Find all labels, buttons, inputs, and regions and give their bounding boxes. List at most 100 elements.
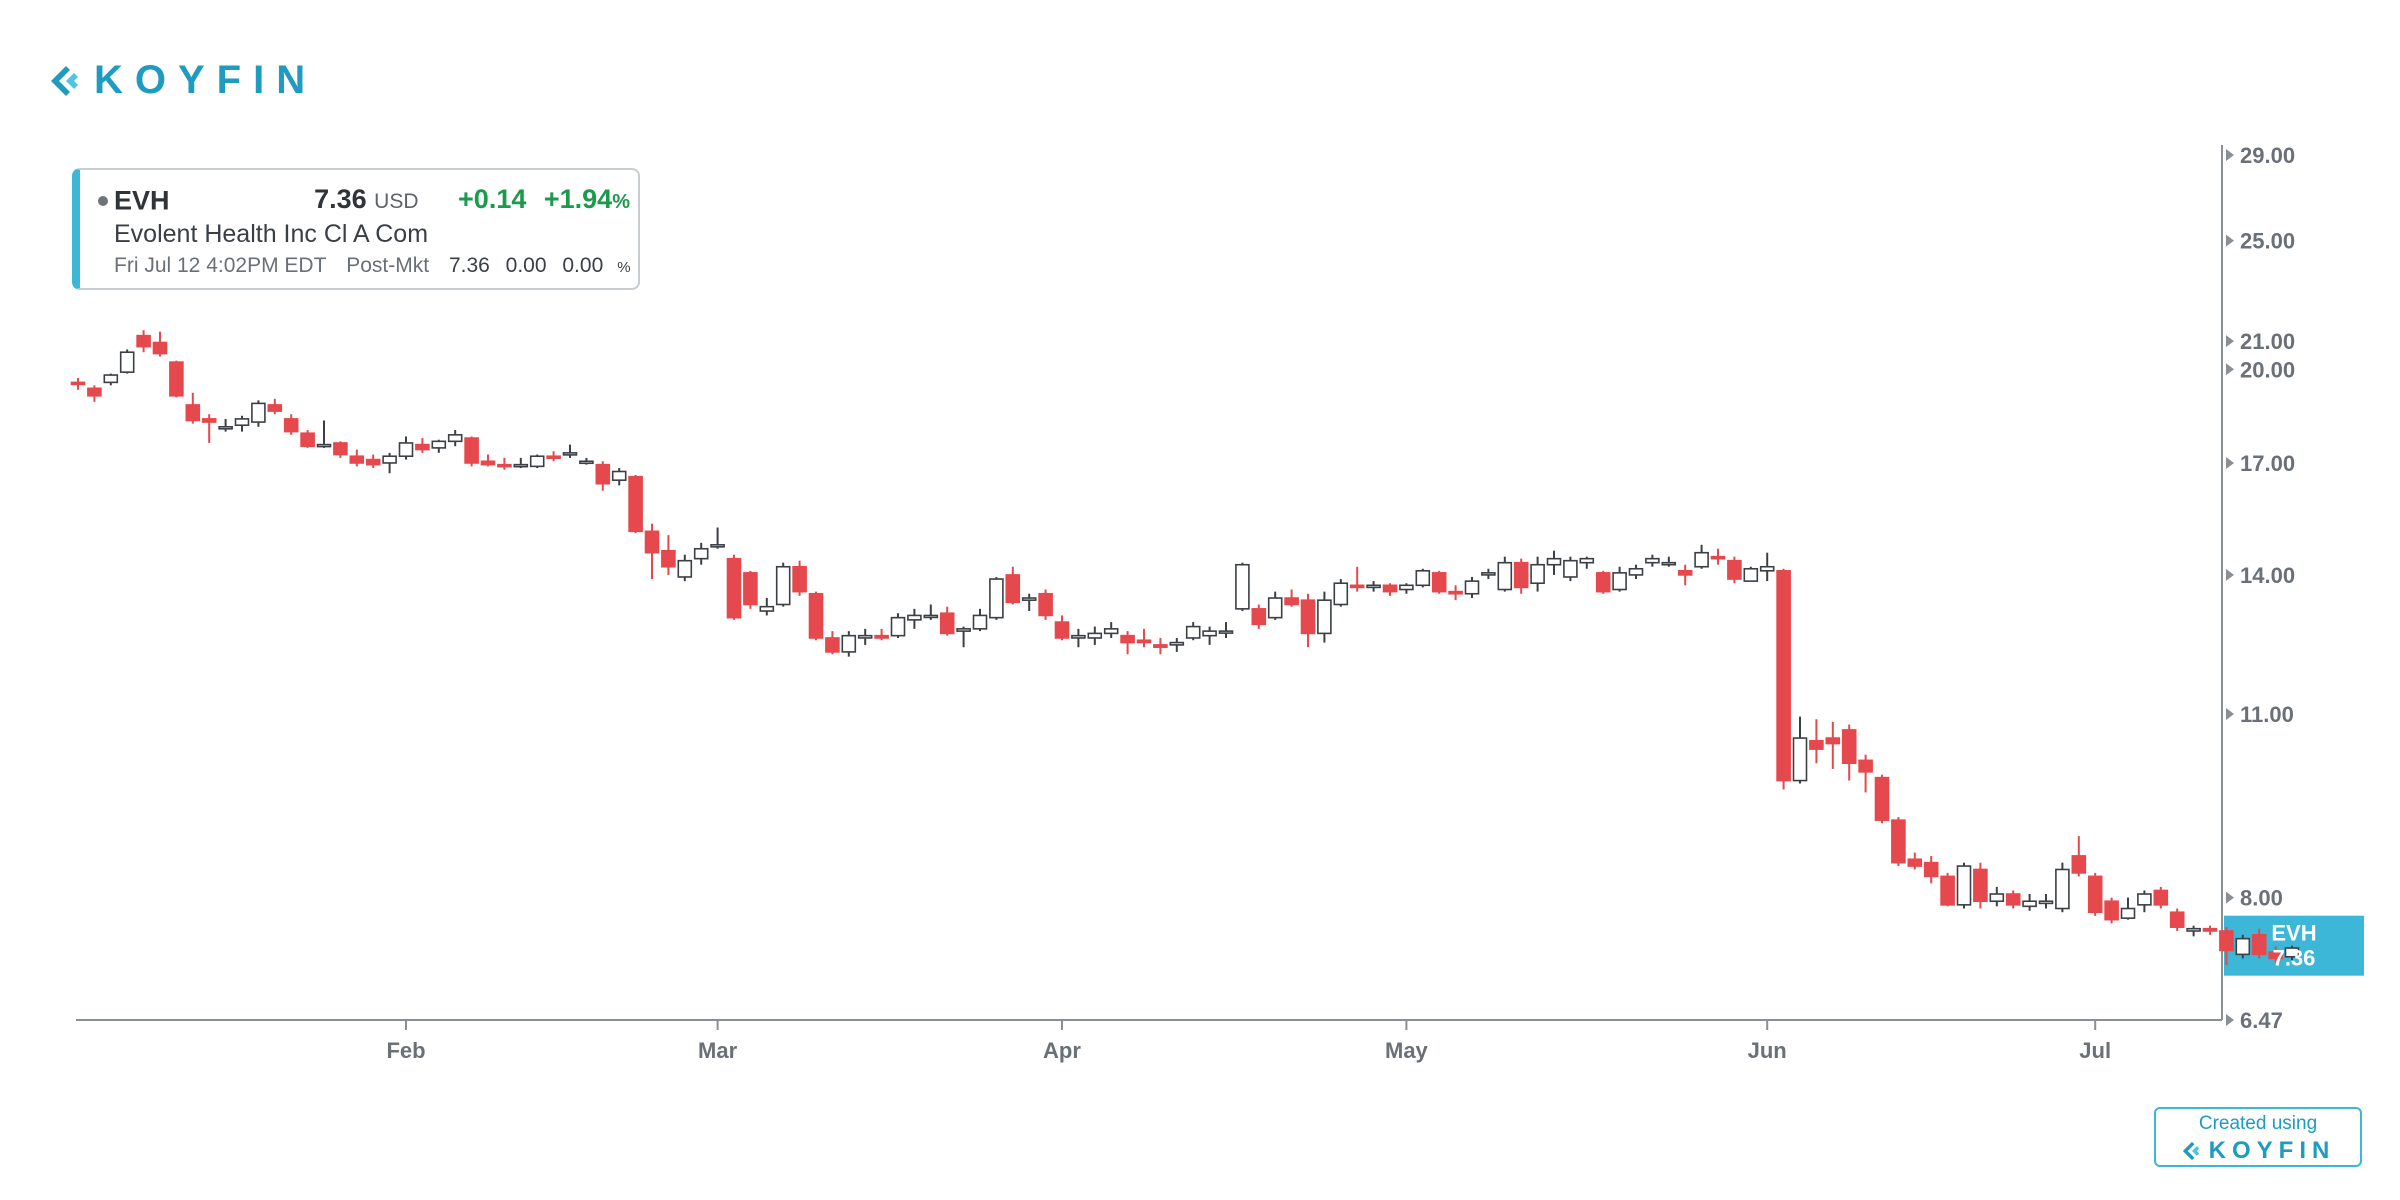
candle-body [890, 616, 906, 637]
candle-body [464, 437, 479, 464]
candle-body [743, 572, 758, 606]
candle-body [2137, 893, 2152, 906]
candle-body [1235, 563, 1250, 610]
post-market-row: Fri Jul 12 4:02PM EDT Post-Mkt 7.36 0.00… [114, 254, 655, 278]
candle-body [1448, 590, 1463, 595]
candle-body [185, 404, 201, 422]
y-tick-label: 11.00 [2240, 702, 2294, 727]
x-tick-label: May [1385, 1038, 1429, 1063]
candle-body [218, 426, 233, 430]
y-tick-label: 20.00 [2240, 357, 2295, 382]
created-using-label: Created using [2198, 1113, 2318, 1134]
candle-body [398, 442, 414, 458]
candle-body [1727, 559, 1742, 580]
x-tick-label: Jun [1748, 1038, 1787, 1063]
candle-body [792, 565, 807, 593]
candle-body [1579, 557, 1595, 564]
candle-body [1940, 875, 1955, 906]
koyfin-logo-icon [51, 65, 78, 96]
ticker-symbol: EVH [114, 185, 170, 216]
candle-body [87, 387, 102, 397]
candle-body [1333, 582, 1349, 606]
status-dot-icon [98, 195, 108, 206]
candle-body [989, 578, 1004, 619]
last-price-symbol: EVH [2271, 921, 2316, 946]
candle-body [1563, 559, 1578, 578]
y-tick-label: 25.00 [2240, 229, 2295, 254]
candle-body [2202, 927, 2218, 932]
company-name: Evolent Health Inc Cl A Com [114, 220, 429, 248]
candle-body [1907, 858, 1923, 867]
y-tick-marker [2226, 707, 2234, 720]
y-tick-label: 14.00 [2240, 563, 2295, 588]
candle-body [808, 592, 824, 639]
candle-body [480, 460, 496, 466]
candle-body [1399, 584, 1414, 591]
candle-body [923, 614, 939, 619]
candle-body [169, 361, 184, 397]
candle-body [365, 458, 381, 466]
candle-body [857, 634, 873, 639]
candle-body [2104, 900, 2119, 921]
candle-body [1005, 574, 1021, 604]
candle-body [415, 443, 430, 451]
badge-brand: KOYFIN [2208, 1137, 2336, 1164]
candle-body [1595, 572, 1611, 593]
candle-body [234, 418, 250, 427]
candle-body [1973, 868, 1988, 903]
candle-body [1694, 551, 1709, 568]
candle-body [661, 549, 676, 568]
candle-body [1776, 570, 1791, 782]
y-tick-marker [2226, 234, 2234, 247]
candle-body [201, 418, 217, 423]
candle-body [841, 634, 857, 653]
price-change-pct: +1.94% [543, 184, 630, 214]
candle-body [1464, 580, 1480, 595]
candle-body [825, 637, 840, 653]
candle-body [1989, 893, 2005, 903]
candle-body [2169, 911, 2185, 928]
candle-body [1038, 592, 1053, 617]
currency: USD [374, 190, 419, 213]
candle-body [1169, 641, 1185, 646]
candle-body [1431, 572, 1447, 593]
candle-body [1349, 584, 1365, 589]
x-tick-label: Mar [698, 1038, 738, 1063]
candle-body [2186, 927, 2201, 932]
candle-body [103, 374, 119, 384]
candle-body [2071, 855, 2087, 874]
price-change: +0.14 [458, 184, 527, 214]
candle-body [1021, 597, 1037, 601]
candle-body [2251, 934, 2267, 956]
created-using-badge[interactable]: Created using KOYFIN [2154, 1107, 2362, 1167]
candle-body [1513, 561, 1529, 589]
candle-body [267, 404, 283, 412]
candle-body [2219, 930, 2234, 952]
candle-body [1136, 639, 1152, 644]
candle-body [1153, 644, 1168, 649]
candle-body [447, 434, 463, 443]
candle-body [726, 557, 742, 619]
candle-body [644, 530, 660, 554]
candle-body [1481, 572, 1496, 576]
y-tick-label: 8.00 [2240, 886, 2283, 911]
candle-body [1874, 776, 1890, 821]
candle-body [251, 402, 266, 423]
candle-body [1858, 759, 1873, 773]
candle-body [1251, 608, 1267, 626]
candle-body [1120, 634, 1135, 644]
candle-body [611, 470, 627, 481]
candle-body [382, 455, 397, 464]
candle-body [2087, 875, 2103, 914]
candle-body [1792, 737, 1808, 782]
candle-body [1103, 628, 1119, 635]
post-market-change-pct: 0.00% [562, 254, 631, 277]
candle-body [693, 547, 709, 560]
candle-body [529, 455, 545, 468]
candle-body [136, 334, 151, 348]
candle-body [759, 605, 775, 612]
session-label: Post-Mkt [346, 254, 430, 277]
y-tick-label: 21.00 [2240, 329, 2295, 354]
candle-body [1841, 729, 1857, 764]
candle-body [1382, 584, 1398, 593]
